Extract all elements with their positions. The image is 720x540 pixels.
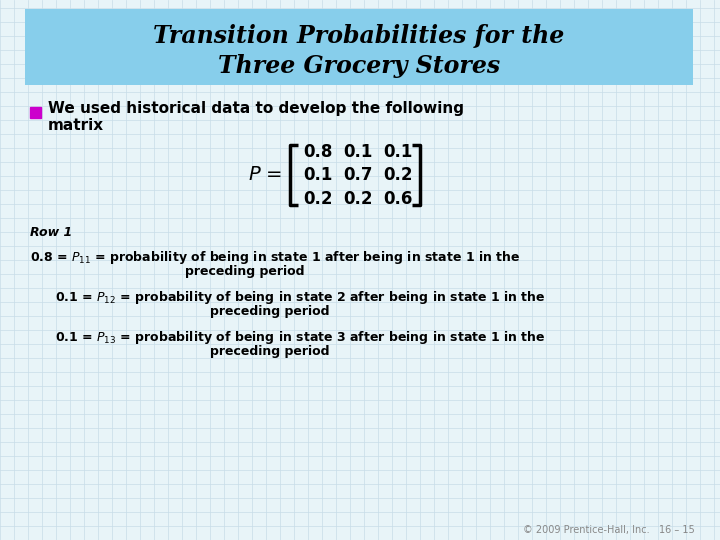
Text: 0.7: 0.7 bbox=[343, 166, 373, 184]
FancyBboxPatch shape bbox=[25, 9, 693, 85]
Text: Three Grocery Stores: Three Grocery Stores bbox=[218, 54, 500, 78]
Text: Row 1: Row 1 bbox=[30, 226, 72, 239]
Text: preceding period: preceding period bbox=[210, 346, 330, 359]
Text: 0.6: 0.6 bbox=[383, 190, 413, 208]
Text: 0.1: 0.1 bbox=[383, 143, 413, 161]
Text: preceding period: preceding period bbox=[185, 266, 305, 279]
Text: 0.8 = $\mathit{P}_{11}$ = probability of being in state 1 after being in state 1: 0.8 = $\mathit{P}_{11}$ = probability of… bbox=[30, 249, 521, 267]
Text: preceding period: preceding period bbox=[210, 306, 330, 319]
Bar bbox=[30, 107, 41, 118]
Text: © 2009 Prentice-Hall, Inc.   16 – 15: © 2009 Prentice-Hall, Inc. 16 – 15 bbox=[523, 525, 695, 535]
Text: 0.1: 0.1 bbox=[343, 143, 373, 161]
Text: 0.2: 0.2 bbox=[383, 166, 413, 184]
Text: Transition Probabilities for the: Transition Probabilities for the bbox=[153, 24, 564, 48]
Text: 0.1 = $\mathit{P}_{13}$ = probability of being in state 3 after being in state 1: 0.1 = $\mathit{P}_{13}$ = probability of… bbox=[55, 329, 546, 347]
Text: 0.2: 0.2 bbox=[343, 190, 373, 208]
Text: 0.1: 0.1 bbox=[303, 166, 333, 184]
Text: 0.8: 0.8 bbox=[303, 143, 333, 161]
Text: matrix: matrix bbox=[48, 118, 104, 132]
Text: $\mathit{P}$ =: $\mathit{P}$ = bbox=[248, 165, 282, 185]
Text: 0.2: 0.2 bbox=[303, 190, 333, 208]
Text: We used historical data to develop the following: We used historical data to develop the f… bbox=[48, 102, 464, 117]
Text: 0.1 = $\mathit{P}_{12}$ = probability of being in state 2 after being in state 1: 0.1 = $\mathit{P}_{12}$ = probability of… bbox=[55, 289, 546, 307]
